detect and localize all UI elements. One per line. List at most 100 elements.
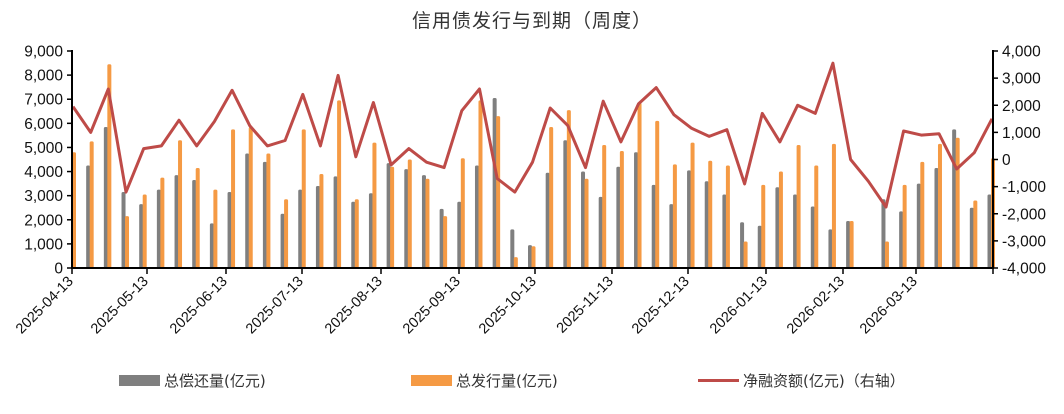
issuance-bar bbox=[301, 129, 306, 268]
x-tick-label: 2025-10-13 bbox=[476, 274, 540, 338]
issuance-bar bbox=[655, 120, 660, 268]
repayment-bars bbox=[86, 98, 992, 269]
repayment-bar bbox=[156, 189, 161, 268]
x-tick-label: 2025-04-13 bbox=[13, 274, 77, 338]
repayment-bar bbox=[846, 220, 851, 268]
issuance-bar bbox=[319, 173, 324, 268]
issuance-bar bbox=[513, 257, 518, 268]
repayment-bar bbox=[775, 187, 780, 268]
repayment-bar bbox=[810, 206, 815, 268]
x-tick-label: 2025-06-13 bbox=[167, 274, 231, 338]
left-y-axis-labels: 0 1,000 2,000 3,000 4,000 5,000 6,000 7,000 8,00… bbox=[24, 44, 63, 278]
repayment-bar bbox=[987, 194, 992, 268]
issuance-bar bbox=[796, 145, 801, 268]
issuance-bar bbox=[89, 141, 94, 268]
issuance-bar bbox=[743, 241, 748, 268]
x-tick-label: 2025-08-13 bbox=[322, 274, 386, 338]
repayment-bar bbox=[262, 161, 267, 268]
issuance-bar bbox=[884, 241, 889, 268]
left-y-tick-label: 5,000 bbox=[24, 140, 63, 157]
right-y-tick-label: 4,000 bbox=[1002, 44, 1041, 61]
legend-item-repayment: 总偿还量(亿元) bbox=[119, 370, 266, 391]
repayment-bar bbox=[192, 179, 197, 268]
repayment-bar bbox=[757, 225, 762, 268]
issuance-bar bbox=[672, 164, 677, 268]
left-y-tick-label: 8,000 bbox=[24, 68, 63, 85]
issuance-bar bbox=[690, 142, 695, 268]
x-axis-labels: 2025-04-13 2025-05-13 2025-06-13 2025-07-13… bbox=[13, 274, 921, 338]
issuance-bar bbox=[231, 129, 236, 268]
repayment-bar bbox=[209, 223, 214, 268]
issuance-bar bbox=[284, 199, 289, 268]
issuance-bar bbox=[142, 194, 147, 268]
issuance-bar bbox=[195, 167, 200, 268]
repayment-bar bbox=[492, 98, 497, 269]
issuance-bar bbox=[248, 126, 253, 268]
repayment-bar bbox=[916, 183, 921, 268]
net-financing-swatch-icon bbox=[698, 379, 739, 382]
repayment-bar bbox=[86, 165, 91, 268]
repayment-bar bbox=[421, 175, 426, 268]
repayment-bar bbox=[881, 199, 886, 268]
issuance-bar bbox=[708, 160, 713, 268]
repayment-bar bbox=[651, 184, 656, 268]
repayment-bar bbox=[280, 213, 285, 268]
issuance-bar bbox=[478, 100, 483, 268]
repayment-bar bbox=[563, 140, 568, 268]
net-financing-line bbox=[71, 61, 994, 209]
repayment-bar bbox=[510, 229, 515, 268]
issuance-bar bbox=[619, 151, 624, 268]
issuance-bar bbox=[496, 116, 501, 268]
x-tick-label: 2026-02-13 bbox=[784, 274, 848, 338]
x-tick-label: 2025-11-13 bbox=[554, 274, 617, 337]
right-y-tick-label: -4,000 bbox=[1002, 261, 1046, 278]
legend-label-net-financing: 净融资额(亿元)（右轴） bbox=[743, 372, 905, 390]
repayment-bar bbox=[368, 193, 373, 268]
legend-item-net-financing: 净融资额(亿元)（右轴） bbox=[698, 370, 905, 391]
issuance-bar bbox=[107, 64, 112, 268]
issuance-bar bbox=[778, 171, 783, 268]
repayment-bar bbox=[793, 194, 798, 268]
issuance-bar bbox=[814, 165, 819, 268]
repayment-bar bbox=[315, 186, 320, 268]
issuance-bar bbox=[390, 166, 395, 268]
x-tick-label: 2026-01-13 bbox=[707, 274, 771, 338]
repayment-bar bbox=[227, 192, 232, 268]
repayment-bar bbox=[616, 166, 621, 268]
right-y-tick-label: 0 bbox=[1002, 152, 1011, 169]
repayment-bar bbox=[245, 153, 250, 268]
legend-item-issuance: 总发行量(亿元) bbox=[411, 370, 558, 391]
right-y-tick-label: 2,000 bbox=[1002, 98, 1041, 115]
repayment-bar bbox=[828, 229, 833, 268]
left-y-tick-label: 6,000 bbox=[24, 116, 63, 133]
right-y-tick-label: 3,000 bbox=[1002, 71, 1041, 88]
issuance-bar bbox=[725, 165, 730, 268]
issuance-bar bbox=[354, 199, 359, 268]
issuance-bar bbox=[637, 102, 642, 268]
x-tick-label: 2025-12-13 bbox=[629, 274, 693, 338]
repayment-bar bbox=[474, 165, 479, 268]
repayment-bar bbox=[634, 152, 639, 268]
issuance-bar bbox=[266, 153, 271, 268]
issuance-bar bbox=[531, 246, 536, 268]
left-y-tick-label: 4,000 bbox=[24, 164, 63, 181]
issuance-bar bbox=[566, 110, 571, 268]
right-y-tick-label: -1,000 bbox=[1002, 179, 1046, 196]
issuance-bar bbox=[125, 216, 130, 268]
issuance-swatch-icon bbox=[411, 375, 452, 386]
x-tick-label: 2025-07-13 bbox=[243, 274, 307, 338]
right-y-tick-label: -2,000 bbox=[1002, 206, 1046, 223]
left-y-tick-label: 3,000 bbox=[24, 188, 63, 205]
issuance-bar bbox=[602, 145, 607, 268]
issuance-bar bbox=[920, 161, 925, 268]
issuance-bar bbox=[549, 126, 554, 268]
repayment-bar bbox=[333, 176, 338, 268]
repayment-bar bbox=[899, 211, 904, 268]
issuance-bar bbox=[831, 143, 836, 268]
issuance-bar bbox=[425, 178, 430, 268]
repayment-bar bbox=[740, 222, 745, 268]
repayment-bar bbox=[581, 171, 586, 268]
right-y-tick-label: -3,000 bbox=[1002, 233, 1046, 250]
x-tick-label: 2026-03-13 bbox=[857, 274, 921, 338]
